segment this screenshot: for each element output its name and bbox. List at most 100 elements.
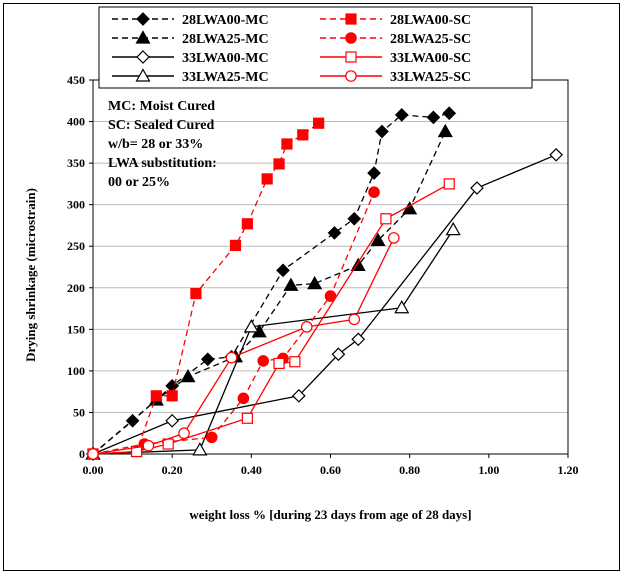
y-axis-label: Drying shrinkage (microstrain)	[23, 188, 38, 362]
data-point	[442, 106, 457, 121]
data-point	[388, 232, 400, 244]
x-tick-label: 1.00	[478, 463, 499, 477]
data-point	[241, 412, 253, 424]
data-point	[300, 321, 313, 333]
data-point	[394, 300, 410, 314]
data-point	[205, 431, 218, 444]
data-point	[394, 108, 409, 122]
grid-lines	[93, 121, 568, 413]
y-tick-label: 450	[67, 73, 85, 87]
data-point	[437, 123, 453, 138]
data-point	[243, 319, 259, 333]
legend-label: 28LWA25-MC	[182, 32, 269, 47]
data-point	[549, 147, 563, 162]
legend-marker	[135, 68, 151, 82]
legend-item-33LWA25-SC: 33LWA25-SC	[320, 70, 471, 85]
legend-marker	[345, 13, 357, 25]
legend-label: 33LWA00-MC	[182, 51, 269, 66]
legend: 28LWA00-MC 28LWA00-SC 28LWA25-MC 28LWA25-SC…	[98, 6, 533, 89]
legend-marker	[136, 50, 150, 64]
annotation-line: LWA substitution:	[108, 156, 217, 171]
data-point	[443, 178, 455, 190]
legend-item-28LWA25-SC: 28LWA25-SC	[320, 32, 471, 47]
x-axis-label: weight loss % [during 23 days from age o…	[189, 507, 471, 522]
annotation-line: SC: Sealed Cured	[108, 118, 215, 133]
data-point	[237, 392, 250, 405]
data-point	[297, 129, 309, 141]
data-point	[348, 313, 361, 326]
data-point	[142, 439, 155, 452]
data-point	[276, 263, 290, 278]
data-point	[470, 181, 484, 195]
data-point	[283, 277, 299, 291]
data-point	[229, 239, 242, 251]
legend-item-33LWA00-MC: 33LWA00-MC	[112, 50, 269, 66]
annotation-block: MC: Moist Cured SC: Sealed Cured w/b= 28 o…	[108, 99, 217, 190]
data-point	[166, 390, 178, 402]
legend-label: 28LWA00-MC	[182, 13, 269, 28]
data-point	[289, 356, 301, 368]
y-tick-label: 200	[67, 281, 85, 295]
series-33LWA25-MC	[85, 221, 461, 460]
data-point	[180, 368, 196, 383]
data-point	[150, 390, 162, 402]
legend-item-28LWA00-SC: 28LWA00-SC	[320, 13, 471, 28]
data-point	[445, 221, 461, 236]
data-point	[261, 173, 273, 185]
annotation-line: MC: Moist Cured	[108, 99, 215, 114]
data-point	[192, 442, 208, 456]
legend-label: 33LWA25-MC	[182, 70, 269, 85]
data-point	[351, 332, 366, 347]
y-tick-label: 300	[67, 198, 85, 212]
data-point	[368, 186, 380, 198]
legend-marker	[345, 32, 357, 44]
y-tick-label: 400	[67, 115, 85, 129]
series-33LWA25-SC	[87, 232, 400, 460]
legend-label: 28LWA00-SC	[390, 13, 471, 28]
data-point	[165, 413, 180, 428]
y-tick-label: 50	[73, 405, 85, 419]
data-point	[190, 287, 202, 300]
legend-marker	[345, 70, 357, 82]
axis-ticks: 0 50 100 150 200 250 300 350 400 450 0.00 0.20 0.40 0…	[67, 73, 579, 477]
x-tick-label: 1.20	[558, 463, 579, 477]
y-tick-label: 250	[67, 239, 85, 253]
y-tick-label: 150	[67, 322, 85, 336]
legend-marker	[136, 12, 150, 26]
data-point	[367, 166, 381, 180]
x-tick-label: 0.20	[162, 463, 183, 477]
data-point	[380, 213, 392, 225]
data-point	[324, 290, 337, 302]
data-point	[281, 138, 293, 150]
data-point	[87, 448, 99, 460]
data-point	[273, 357, 285, 370]
data-point	[130, 445, 143, 458]
legend-item-28LWA00-MC: 28LWA00-MC	[112, 12, 269, 28]
legend-label: 28LWA25-SC	[390, 32, 471, 47]
series-layer	[85, 106, 563, 461]
data-point	[375, 124, 389, 139]
data-point	[347, 211, 362, 226]
x-tick-label: 0.80	[399, 463, 420, 477]
data-point	[241, 218, 253, 230]
legend-marker	[135, 30, 151, 44]
data-point	[327, 226, 342, 240]
x-tick-label: 0.40	[241, 463, 262, 477]
annotation-line: w/b= 28 or 33%	[108, 137, 203, 152]
x-tick-label: 0.00	[83, 463, 104, 477]
legend-box	[98, 6, 533, 89]
data-point	[331, 347, 346, 362]
y-tick-label: 0	[79, 447, 85, 461]
series-33LWA00-MC	[86, 147, 563, 461]
data-point	[426, 110, 441, 125]
x-tick-label: 0.60	[320, 463, 341, 477]
y-tick-label: 350	[67, 156, 85, 170]
data-point	[178, 427, 190, 440]
y-tick-label: 100	[67, 364, 85, 378]
legend-label: 33LWA25-SC	[390, 70, 471, 85]
annotation-line: 00 or 25%	[108, 175, 170, 190]
legend-marker	[345, 51, 357, 63]
legend-item-33LWA00-SC: 33LWA00-SC	[320, 51, 471, 66]
data-point	[313, 117, 325, 129]
